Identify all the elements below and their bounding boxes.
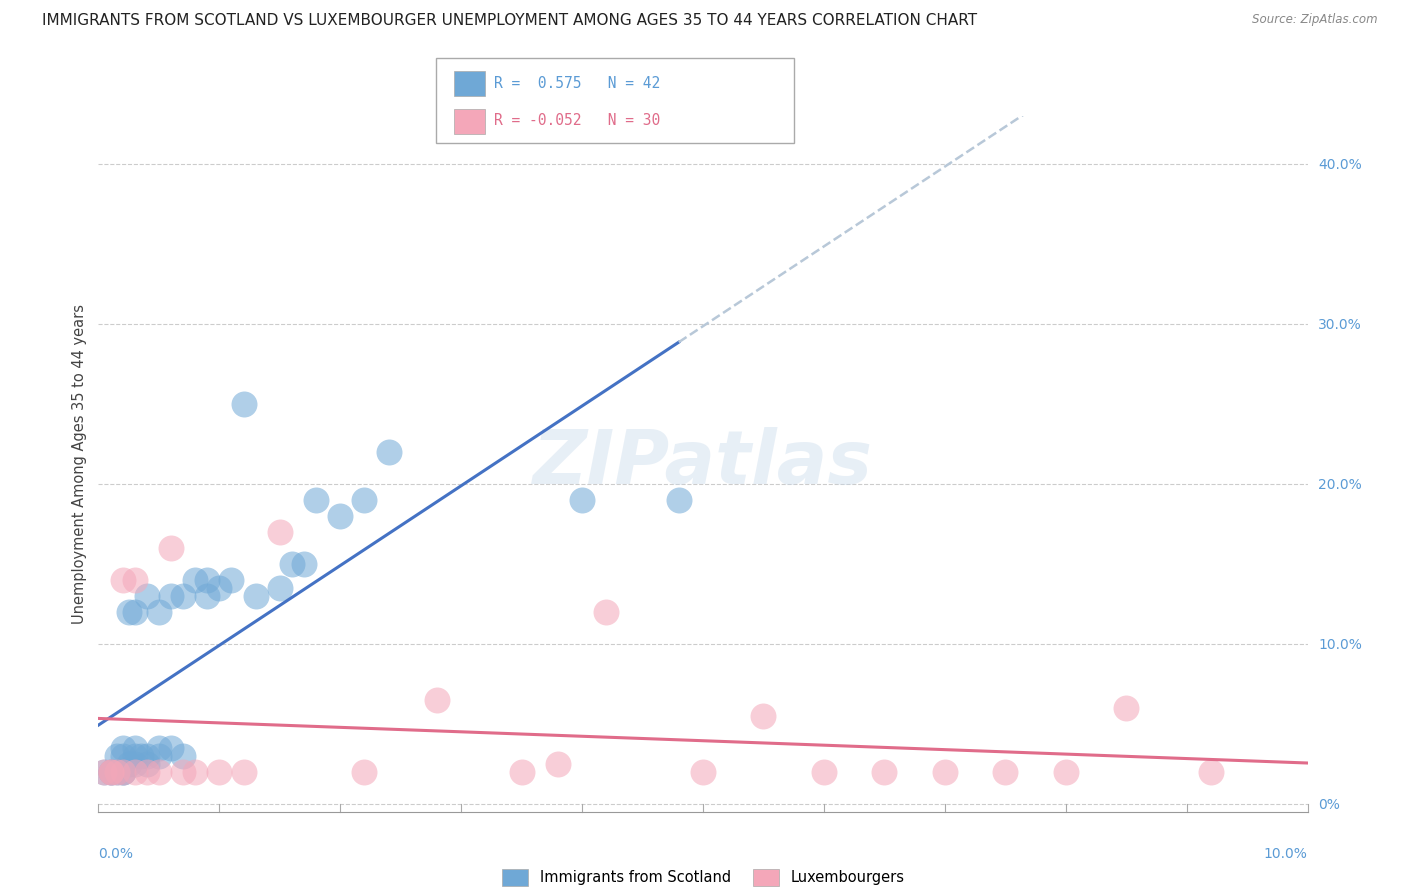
Point: [124, 748, 146, 763]
Point: [1115, 700, 1137, 714]
Point: [105, 764, 128, 779]
Point: [111, 573, 134, 587]
Point: [305, 492, 328, 507]
Point: [100, 764, 122, 779]
Point: [994, 764, 1017, 779]
Point: [148, 748, 170, 763]
Point: [100, 764, 122, 779]
Y-axis label: Unemployment Among Ages 35 to 44 years: Unemployment Among Ages 35 to 44 years: [72, 304, 87, 624]
Point: [172, 589, 194, 603]
Point: [100, 764, 122, 779]
Point: [692, 764, 714, 779]
Point: [329, 508, 352, 523]
Text: 0.0%: 0.0%: [98, 847, 134, 861]
Point: [148, 740, 170, 755]
Point: [221, 573, 243, 587]
Point: [111, 748, 134, 763]
Point: [135, 748, 157, 763]
Point: [269, 524, 291, 539]
Point: [135, 589, 157, 603]
Point: [148, 764, 170, 779]
Point: [160, 740, 183, 755]
Point: [813, 764, 835, 779]
Point: [377, 445, 399, 459]
Text: ZIPatlas: ZIPatlas: [533, 427, 873, 500]
Point: [195, 589, 218, 603]
Point: [124, 605, 146, 619]
Point: [232, 764, 254, 779]
Point: [129, 748, 152, 763]
Point: [571, 492, 593, 507]
Point: [292, 557, 315, 571]
Point: [208, 764, 231, 779]
Point: [105, 748, 128, 763]
Point: [111, 764, 134, 779]
Point: [752, 708, 775, 723]
Point: [118, 605, 141, 619]
Point: [135, 764, 157, 779]
Point: [93, 764, 115, 779]
Point: [105, 764, 128, 779]
Point: [353, 764, 375, 779]
Text: 10.0%: 10.0%: [1264, 847, 1308, 861]
Point: [595, 605, 617, 619]
Point: [426, 692, 449, 706]
Point: [353, 492, 375, 507]
Point: [195, 573, 218, 587]
Point: [124, 740, 146, 755]
Point: [160, 541, 183, 555]
Legend: Immigrants from Scotland, Luxembourgers: Immigrants from Scotland, Luxembourgers: [496, 863, 910, 892]
Point: [873, 764, 896, 779]
Point: [245, 589, 267, 603]
Point: [135, 756, 157, 771]
Point: [1054, 764, 1077, 779]
Point: [184, 764, 207, 779]
Point: [172, 748, 194, 763]
Point: [160, 589, 183, 603]
Point: [510, 764, 533, 779]
Text: R =  0.575   N = 42: R = 0.575 N = 42: [494, 76, 659, 90]
Point: [232, 397, 254, 411]
Point: [124, 573, 146, 587]
Point: [111, 764, 134, 779]
Point: [668, 492, 690, 507]
Point: [208, 581, 231, 595]
Point: [547, 756, 569, 771]
Point: [1199, 764, 1222, 779]
Point: [172, 764, 194, 779]
Point: [111, 740, 134, 755]
Point: [281, 557, 304, 571]
Point: [124, 764, 146, 779]
Point: [124, 756, 146, 771]
Text: R = -0.052   N = 30: R = -0.052 N = 30: [494, 112, 659, 128]
Point: [111, 764, 134, 779]
Point: [118, 756, 141, 771]
Text: Source: ZipAtlas.com: Source: ZipAtlas.com: [1253, 13, 1378, 27]
Point: [184, 573, 207, 587]
Point: [100, 764, 122, 779]
Point: [934, 764, 956, 779]
Point: [269, 581, 291, 595]
Point: [93, 764, 115, 779]
Text: IMMIGRANTS FROM SCOTLAND VS LUXEMBOURGER UNEMPLOYMENT AMONG AGES 35 TO 44 YEARS : IMMIGRANTS FROM SCOTLAND VS LUXEMBOURGER…: [42, 13, 977, 29]
Point: [148, 605, 170, 619]
